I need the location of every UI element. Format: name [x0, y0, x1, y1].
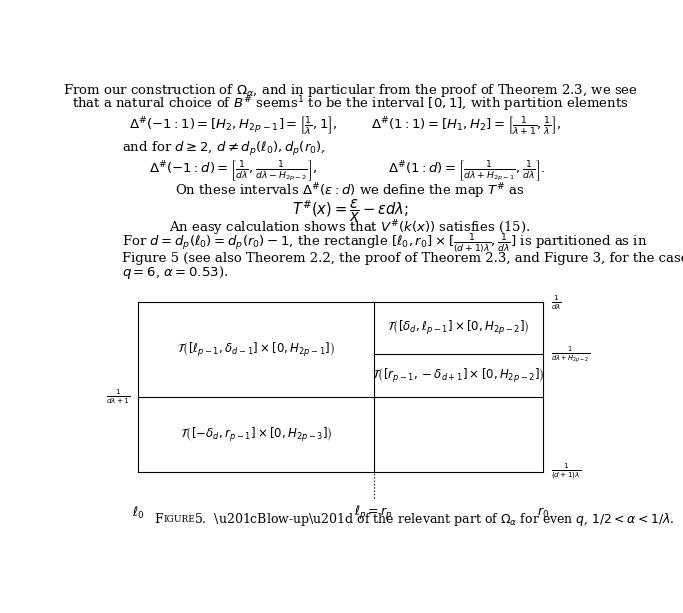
- Text: $\frac{1}{d\lambda}$: $\frac{1}{d\lambda}$: [551, 293, 562, 312]
- Text: 5.  \u201cBlow-up\u201d of the relevant part of $\Omega_\alpha$ for even $q$, $1: 5. \u201cBlow-up\u201d of the relevant p…: [194, 511, 675, 528]
- Text: $\frac{1}{d\lambda+H_{2p-2}}$: $\frac{1}{d\lambda+H_{2p-2}}$: [551, 344, 590, 365]
- Text: $\Delta^\#(1:1) = [H_1, H_2] = \left[\frac{1}{\lambda+1}, \frac{1}{\lambda}\righ: $\Delta^\#(1:1) = [H_1, H_2] = \left[\fr…: [372, 115, 561, 137]
- Text: $\frac{1}{(d+1)\lambda}$: $\frac{1}{(d+1)\lambda}$: [551, 462, 581, 482]
- Text: $\ell_0$: $\ell_0$: [132, 504, 145, 520]
- Text: On these intervals $\Delta^\#(\varepsilon : d)$ we define the map $T^\#$ as: On these intervals $\Delta^\#(\varepsilo…: [175, 182, 525, 201]
- Text: $r_0$: $r_0$: [537, 506, 549, 520]
- Text: $\mathcal{T}\left([\ell_{p-1}, \delta_{d-1}] \times [0, H_{2p-1}]\right)$: $\mathcal{T}\left([\ell_{p-1}, \delta_{d…: [177, 341, 335, 359]
- Text: $\frac{1}{d\lambda+1}$: $\frac{1}{d\lambda+1}$: [106, 387, 130, 406]
- Text: $\mathcal{T}\left([-\delta_d, r_{p-1}] \times [0, H_{2p-3}]\right)$: $\mathcal{T}\left([-\delta_d, r_{p-1}] \…: [180, 425, 333, 444]
- Text: and for $d \geq 2$, $d \neq d_p(\ell_0), d_p(r_0)$,: and for $d \geq 2$, $d \neq d_p(\ell_0),…: [122, 140, 326, 158]
- Text: Figure 5 (see also Theorem 2.2, the proof of Theorem 2.3, and Figure 3, for the : Figure 5 (see also Theorem 2.2, the proo…: [122, 252, 683, 265]
- Text: $\ell_p = r_p$: $\ell_p = r_p$: [354, 503, 393, 522]
- Text: $T^\#(x) = \dfrac{\varepsilon}{x} - \varepsilon d\lambda;$: $T^\#(x) = \dfrac{\varepsilon}{x} - \var…: [292, 197, 408, 224]
- Text: that a natural choice of $B^\#$ seems$^1$ to be the interval $[0,1]$, with parti: that a natural choice of $B^\#$ seems$^1…: [72, 94, 628, 114]
- Text: From our construction of $\Omega_\alpha$, and in particular from the proof of Th: From our construction of $\Omega_\alpha$…: [63, 82, 637, 99]
- Text: $\Delta^\#(1:d) = \left[\frac{1}{d\lambda + H_{2p-1}}, \frac{1}{d\lambda}\right]: $\Delta^\#(1:d) = \left[\frac{1}{d\lambd…: [388, 158, 545, 183]
- Text: $\Delta^\#(-1:d) = \left[\frac{1}{d\lambda}, \frac{1}{d\lambda - H_{2p-2}}\right: $\Delta^\#(-1:d) = \left[\frac{1}{d\lamb…: [150, 158, 318, 183]
- Text: $q = 6$, $\alpha = 0.53$).: $q = 6$, $\alpha = 0.53$).: [122, 264, 229, 281]
- Text: $\Delta^\#(-1:1) = [H_2, H_{2p-1}] = \left[\frac{1}{\lambda}, 1\right],$: $\Delta^\#(-1:1) = [H_2, H_{2p-1}] = \le…: [129, 115, 338, 137]
- Text: $\mathcal{T}\left([r_{p-1}, -\delta_{d+1}] \times [0, H_{2p-2}]\right)$: $\mathcal{T}\left([r_{p-1}, -\delta_{d+1…: [372, 367, 545, 384]
- Text: IGURE: IGURE: [163, 515, 195, 524]
- Text: For $d = d_p(\ell_0) = d_p(r_0) - 1$, the rectangle $[\ell_0, r_0] \times [\frac: For $d = d_p(\ell_0) = d_p(r_0) - 1$, th…: [122, 232, 648, 256]
- Text: $\mathcal{T}\left([\delta_d, \ell_{p-1}] \times [0, H_{2p-2}]\right)$: $\mathcal{T}\left([\delta_d, \ell_{p-1}]…: [387, 319, 530, 337]
- Text: An easy calculation shows that $V^\#(k(x))$ satisfies (15).: An easy calculation shows that $V^\#(k(x…: [169, 219, 531, 238]
- Text: F: F: [154, 513, 163, 526]
